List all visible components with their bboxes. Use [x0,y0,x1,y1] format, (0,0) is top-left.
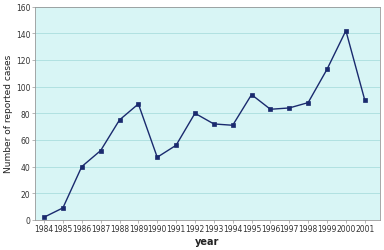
Y-axis label: Number of reported cases: Number of reported cases [4,55,13,173]
X-axis label: year: year [195,236,219,246]
